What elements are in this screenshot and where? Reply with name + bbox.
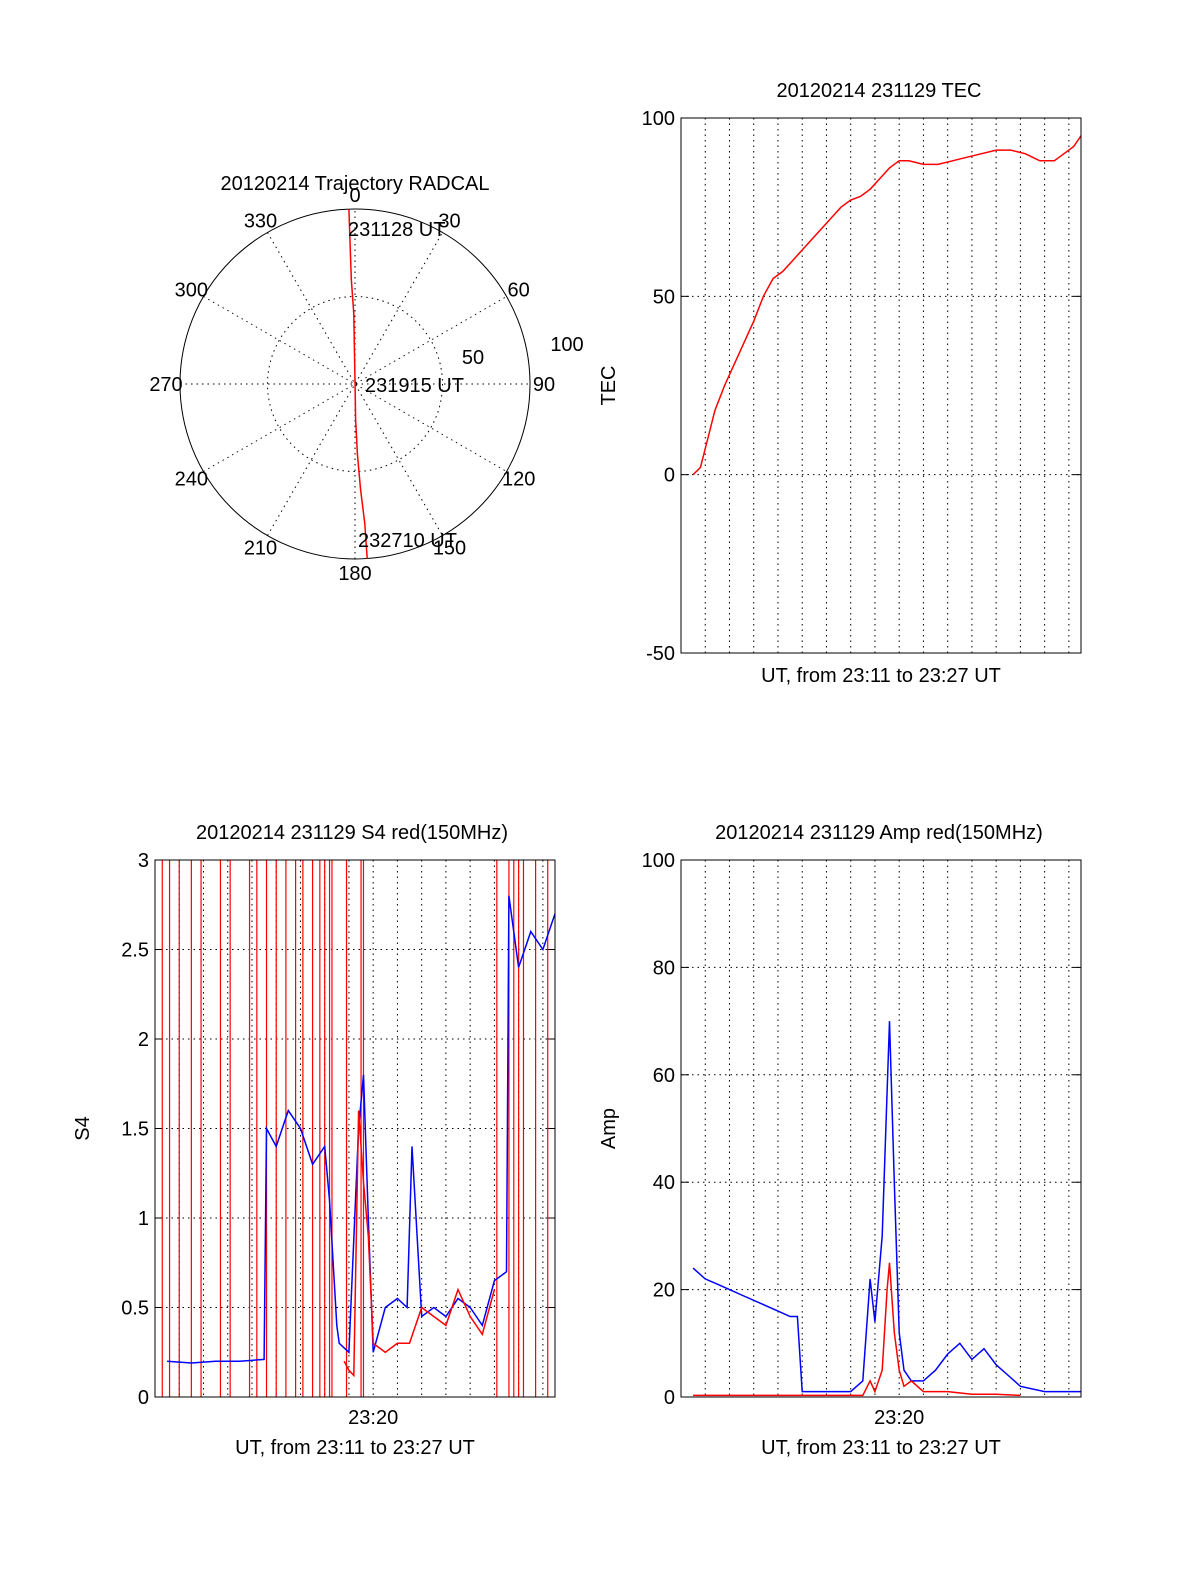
s4-plot: 20120214 231129 S4 red(150MHz) 0 0.5 1 1.5 2 2…: [72, 822, 556, 1459]
polar-angle-label: 150: [433, 538, 466, 560]
polar-angle-label: 210: [244, 538, 277, 560]
polar-trajectory-plot: 20120214 Trajectory RADCAL 0 30 60 90 120 150…: [149, 173, 583, 585]
polar-spokes: [180, 209, 530, 559]
polar-annotation-mid: 231915 UT: [365, 375, 464, 397]
polar-spoke: [267, 232, 443, 536]
y-tick-label: 80: [653, 957, 675, 979]
series-line-blue: [692, 1021, 1081, 1393]
plot-title: 20120214 231129 Amp red(150MHz): [715, 822, 1043, 844]
plot-title: 20120214 231129 TEC: [777, 80, 982, 102]
y-tick-label: 100: [642, 850, 675, 872]
plot-title: 20120214 231129 S4 red(150MHz): [196, 822, 508, 844]
y-tick-label: 0: [664, 465, 675, 487]
polar-angle-label: 270: [149, 374, 182, 396]
polar-spoke: [267, 232, 443, 536]
series-line-red: [693, 1262, 1021, 1397]
amp-plot: 20120214 231129 Amp red(150MHz) 0 20 40 60 80…: [598, 822, 1082, 1459]
plot-frame: [680, 859, 1082, 1398]
x-axis-label: UT, from 23:11 to 23:27 UT: [235, 1437, 475, 1459]
y-tick-label: 1: [138, 1208, 149, 1230]
polar-annotation-end: 232710 UT: [358, 530, 457, 552]
y-tick-label: -50: [646, 643, 675, 665]
x-tick-label: 23:20: [874, 1407, 924, 1429]
y-tick-label: 20: [653, 1280, 675, 1302]
plot-frame: [154, 859, 556, 1398]
polar-angle-label: 0: [349, 185, 360, 207]
y-axis-label: S4: [72, 1116, 94, 1140]
y-tick-label: 2.5: [121, 940, 149, 962]
y-tick-label: 3: [138, 850, 149, 872]
polar-angle-label: 120: [502, 469, 535, 491]
polar-title: 20120214 Trajectory RADCAL: [220, 173, 489, 195]
polar-angle-label: 90: [533, 374, 555, 396]
y-tick-label: 1.5: [121, 1119, 149, 1141]
polar-trajectory-line: [348, 209, 368, 559]
polar-spoke: [203, 296, 507, 472]
polar-angle-label: 330: [244, 210, 277, 232]
y-axis-label: TEC: [598, 366, 620, 406]
y-tick-label: 40: [653, 1172, 675, 1194]
polar-angle-label: 60: [508, 280, 530, 302]
plot-data-area: [692, 1021, 1081, 1397]
y-tick-label: 0: [138, 1387, 149, 1409]
plot-frame: [680, 117, 1082, 654]
x-axis-label: UT, from 23:11 to 23:27 UT: [761, 1437, 1001, 1459]
polar-angle-labels: 0 30 60 90 120 150 180 210 240 270 300 330: [149, 185, 555, 585]
polar-radial-label-100: 100: [550, 334, 583, 356]
y-tick-label: 0.5: [121, 1298, 149, 1320]
y-tick-label: 2: [138, 1029, 149, 1051]
y-axis-label: Amp: [598, 1108, 620, 1149]
polar-angle-label: 180: [338, 563, 371, 585]
polar-spoke: [203, 296, 507, 472]
y-tick-label: 60: [653, 1065, 675, 1087]
series-line-red: [343, 1110, 496, 1378]
polar-radial-label-50: 50: [462, 347, 484, 369]
y-tick-label: 50: [653, 286, 675, 308]
polar-angle-label: 240: [175, 469, 208, 491]
plot-data-area: [161, 860, 555, 1397]
x-tick-label: 23:20: [348, 1407, 398, 1429]
polar-angle-label: 30: [438, 210, 460, 232]
plot-data-area: [692, 135, 1081, 476]
polar-annotation-start: 231128 UT: [348, 219, 445, 241]
x-axis-label: UT, from 23:11 to 23:27 UT: [761, 665, 1001, 687]
y-tick-label: 0: [664, 1387, 675, 1409]
series-line-red: [692, 135, 1081, 476]
y-tick-label: 100: [642, 108, 675, 130]
polar-inner-circle: [267, 296, 443, 472]
tec-plot: 20120214 231129 TEC -50 0 50 100 UT, from 23:…: [598, 80, 1082, 687]
polar-angle-label: 300: [175, 280, 208, 302]
